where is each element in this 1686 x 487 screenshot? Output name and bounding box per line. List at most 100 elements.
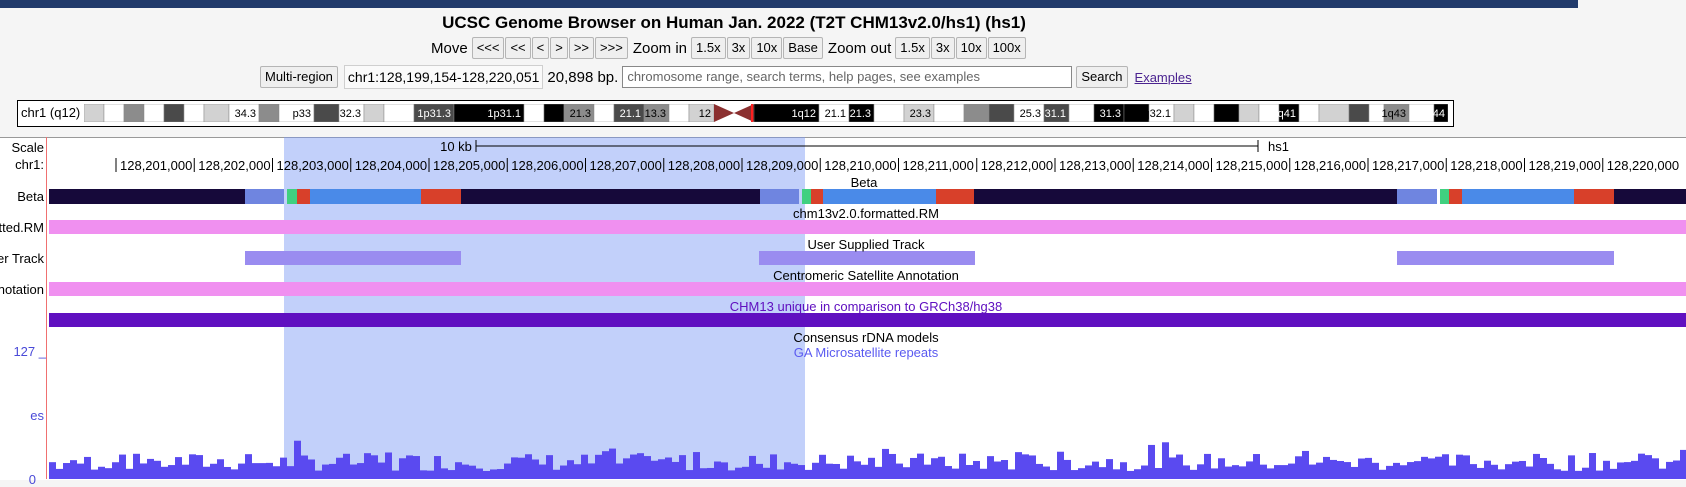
zoom-in-base-button[interactable]: Base <box>783 37 823 59</box>
ruler-tick-label: 128,218,000 <box>1450 158 1522 173</box>
ga-bar <box>560 465 567 479</box>
ga-bar <box>602 451 609 479</box>
ideogram-band <box>363 104 385 122</box>
ideogram-band <box>933 104 965 122</box>
chromosome-ideogram[interactable]: chr1 (q12) 34.3 p33 32.3 1p31.3 1p31.1 21.3 21… <box>17 100 1454 127</box>
beta-feature <box>310 189 421 204</box>
ideogram-band <box>123 104 145 122</box>
multi-region-button[interactable]: Multi-region <box>260 66 338 88</box>
censat-side-label[interactable]: notation <box>0 282 44 297</box>
ga-bar <box>1414 461 1421 479</box>
ga-bar <box>182 464 189 479</box>
zoom-in-3x-button[interactable]: 3x <box>726 37 751 59</box>
ga-bar <box>1638 453 1645 479</box>
ga-bar <box>392 470 399 479</box>
ga-bar <box>1148 444 1155 479</box>
beta-track-title: Beta <box>850 175 878 190</box>
ideogram-band <box>873 104 905 122</box>
ga-bar <box>665 457 672 479</box>
ga-bar <box>945 466 952 479</box>
move-far-right-button[interactable]: >>> <box>595 37 628 59</box>
zoom-out-100x-button[interactable]: 100x <box>987 37 1026 59</box>
user-track-side-label[interactable]: er Track <box>0 251 44 266</box>
ga-bar <box>1008 469 1015 479</box>
ga-bar <box>1183 465 1190 479</box>
ga-bar <box>756 463 763 479</box>
ga-bar <box>1169 457 1176 479</box>
ga-bar <box>1659 468 1666 479</box>
ga-track-title: GA Microsatellite repeats <box>793 345 939 360</box>
ga-bar <box>679 455 686 479</box>
zoom-out-10x-button[interactable]: 10x <box>955 37 987 59</box>
ideogram-band-label: 31.3 <box>1100 108 1121 120</box>
ga-bar <box>812 462 819 479</box>
zoom-out-1-5x-button[interactable]: 1.5x <box>895 37 930 59</box>
ga-bar <box>1470 464 1477 479</box>
move-left-more-button[interactable]: << <box>505 37 531 59</box>
beta-feature <box>245 189 284 204</box>
ga-bar <box>371 455 378 479</box>
ga-bar <box>651 460 658 479</box>
ga-bar <box>826 463 833 479</box>
ga-bar <box>749 455 756 479</box>
ga-bar <box>854 461 861 479</box>
ga-bar <box>875 466 882 479</box>
position-display: chr1:128,199,154-128,220,051 <box>343 65 544 89</box>
ga-bar <box>273 466 280 479</box>
ga-bar <box>959 453 966 479</box>
beta-feature <box>1440 189 1449 204</box>
ideogram-band <box>1238 104 1260 122</box>
ga-bar <box>917 453 924 479</box>
track-graphics: 10 kb hs1 128,201,000 128,202,000 128,203,00… <box>49 139 1686 479</box>
move-far-left-button[interactable]: <<< <box>471 37 505 59</box>
ga-bar <box>1631 460 1638 479</box>
ga-side-label[interactable]: es <box>30 408 44 423</box>
examples-link[interactable]: Examples <box>1134 69 1192 85</box>
ga-bar <box>455 462 462 479</box>
ga-bar <box>189 454 196 479</box>
search-input[interactable]: chromosome range, search terms, help pag… <box>622 66 1073 88</box>
move-right-more-button[interactable]: >> <box>568 37 595 59</box>
move-left-button[interactable]: < <box>531 37 550 59</box>
ga-bar <box>1680 449 1686 479</box>
ga-bar <box>1029 455 1036 479</box>
search-button[interactable]: Search <box>1076 66 1128 88</box>
ga-bar <box>910 457 917 479</box>
ga-bar <box>1239 466 1246 479</box>
ga-bar <box>1106 459 1113 479</box>
ideogram-band <box>1213 104 1240 122</box>
ga-bar <box>413 456 420 479</box>
ideogram-band <box>143 104 165 122</box>
ga-bar <box>1113 469 1120 479</box>
ga-bar <box>630 454 637 479</box>
ruler-tick-label: 128,205,000 <box>433 158 505 173</box>
zoom-in-label: Zoom in <box>632 39 687 57</box>
ga-bar <box>707 467 714 479</box>
ga-bar <box>1582 467 1589 479</box>
ideogram-band <box>523 104 545 122</box>
ga-bar <box>1162 442 1169 479</box>
ga-bar <box>63 463 70 479</box>
ideogram-band <box>183 104 205 122</box>
ga-bar <box>1435 456 1442 479</box>
ga-bar <box>1596 470 1603 479</box>
ideogram-band-label: 1p31.3 <box>417 108 451 120</box>
rm-side-label[interactable]: tted.RM <box>0 220 44 235</box>
beta-side-label[interactable]: Beta <box>17 189 44 204</box>
ga-bar <box>784 462 791 479</box>
ga-bar <box>1561 470 1568 479</box>
ga-bar <box>966 464 973 479</box>
zoom-in-1-5x-button[interactable]: 1.5x <box>691 37 726 59</box>
ideogram-band-label: p33 <box>293 108 311 120</box>
beta-feature <box>802 189 811 204</box>
zoom-in-10x-button[interactable]: 10x <box>751 37 783 59</box>
ideogram-bands[interactable]: 34.3 p33 32.3 1p31.3 1p31.1 21.3 21.1 13.3 12 1q1… <box>84 104 1448 122</box>
ideogram-band-label: 21.1 <box>620 108 641 120</box>
ga-bar <box>1323 456 1330 479</box>
ga-bar <box>805 469 812 479</box>
move-right-button[interactable]: > <box>550 37 568 59</box>
ga-bar <box>105 468 112 479</box>
zoom-out-3x-button[interactable]: 3x <box>930 37 955 59</box>
ga-bar <box>1344 462 1351 479</box>
ga-bar <box>322 464 329 479</box>
